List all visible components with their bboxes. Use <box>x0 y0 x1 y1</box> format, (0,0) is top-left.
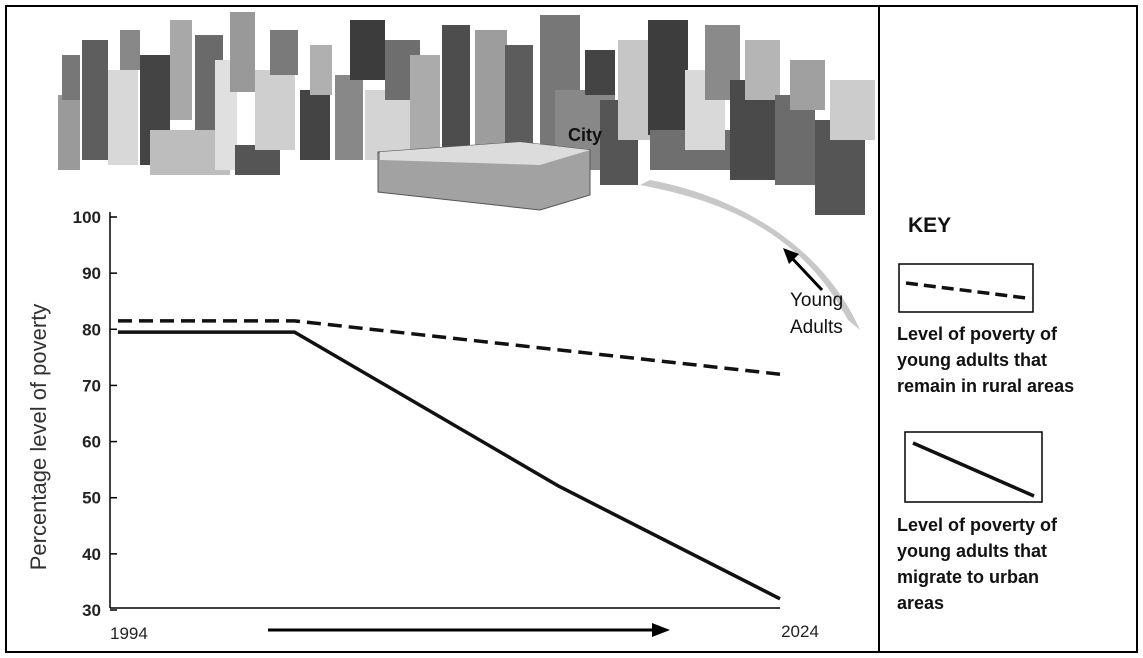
y-tick-label: 50 <box>82 489 101 508</box>
y-axis-ticks: 100 90 80 70 60 50 40 30 <box>73 208 117 620</box>
y-tick-label: 70 <box>82 376 101 395</box>
key-dashed-label-line-3: remain in rural areas <box>897 376 1074 396</box>
y-axis-title: Percentage level of poverty <box>26 304 51 571</box>
key-solid-swatch-line <box>912 441 1035 498</box>
series-layer <box>118 319 781 601</box>
x-tick-label-start: 1994 <box>110 624 148 643</box>
time-direction-arrow <box>268 623 670 637</box>
key-solid-label-line-1: Level of poverty of <box>897 515 1058 535</box>
key-dashed-swatch-box <box>898 263 1034 313</box>
outer-border <box>5 5 1138 653</box>
young-adults-label-line1: Young <box>790 290 843 311</box>
key-dashed-label-line-1: Level of poverty of <box>897 324 1058 344</box>
young-adults-arrow <box>783 248 824 292</box>
young-adults-label-line2: Adults <box>790 317 843 338</box>
y-tick-label: 100 <box>73 208 101 227</box>
key-solid-label-line-2: young adults that <box>897 541 1047 561</box>
y-tick-label: 80 <box>82 320 101 339</box>
y-tick-label: 90 <box>82 264 101 283</box>
city-skyline-illustration <box>58 12 875 215</box>
key-dashed-swatch-line <box>905 281 1027 300</box>
key-dashed-label-line-2: young adults that <box>897 350 1047 370</box>
city-label: City <box>568 125 602 145</box>
series-line-urban <box>118 330 781 601</box>
series-line-rural <box>118 319 781 376</box>
key-title: KEY <box>908 214 951 237</box>
y-tick-label: 60 <box>82 433 101 452</box>
y-tick-label: 30 <box>82 601 101 620</box>
y-tick-label: 40 <box>82 545 101 564</box>
key-solid-label-line-4: areas <box>897 593 944 613</box>
key-solid-label-line-3: migrate to urban <box>897 567 1039 587</box>
x-tick-label-end: 2024 <box>781 622 819 641</box>
